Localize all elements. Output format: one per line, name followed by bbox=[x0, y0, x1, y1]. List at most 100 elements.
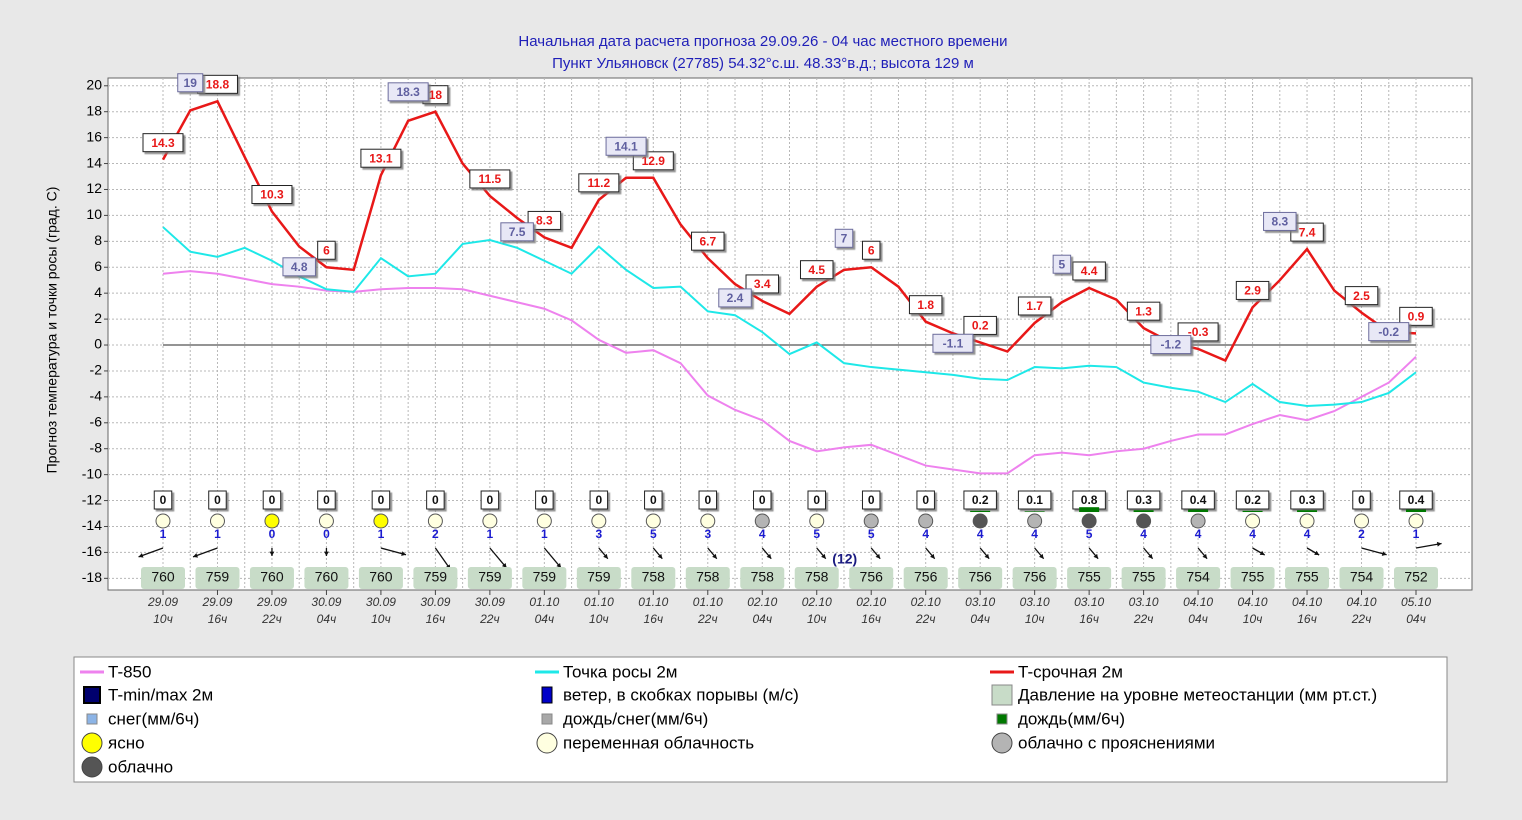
legend-label: облачно с прояснениями bbox=[1018, 733, 1215, 752]
data-label-text: 4.4 bbox=[1081, 264, 1098, 278]
legend-label: Давление на уровне метеостанции (мм рт.с… bbox=[1018, 685, 1377, 704]
data-label: 14.3 bbox=[142, 133, 184, 153]
data-label: 6.7 bbox=[691, 231, 725, 251]
wind-arrow bbox=[1143, 547, 1154, 560]
precipitation-text: 0 bbox=[1358, 493, 1365, 507]
series-line bbox=[162, 270, 1417, 475]
cloud-icon bbox=[318, 513, 334, 529]
chart-title: Начальная дата расчета прогноза 29.09.26… bbox=[518, 33, 1007, 50]
data-label-text: 0.9 bbox=[1408, 310, 1425, 324]
min-max-label-box bbox=[282, 257, 316, 277]
x-tick-hour: 22ч bbox=[1133, 612, 1154, 626]
legend-label: Точка росы 2м bbox=[563, 662, 677, 681]
min-max-label-text: 2.4 bbox=[727, 291, 744, 305]
pressure-box bbox=[304, 567, 349, 589]
precipitation-bar bbox=[1188, 509, 1209, 512]
wind-arrow bbox=[761, 547, 772, 560]
data-label-box bbox=[527, 210, 562, 230]
pressure: 758 bbox=[631, 567, 676, 589]
precipitation: 0 bbox=[262, 490, 282, 510]
precipitation-text: 0 bbox=[269, 493, 276, 507]
wind-arrow-head bbox=[1381, 551, 1387, 556]
legend-symbol bbox=[536, 732, 558, 754]
x-tick-hour: 22ч bbox=[697, 612, 718, 626]
wind-arrow-head bbox=[1436, 541, 1442, 547]
legend-symbol bbox=[86, 713, 98, 725]
x-tick-date: 04.10 bbox=[1347, 595, 1377, 609]
x-tick-hour: 16ч bbox=[426, 612, 446, 626]
wind-speed: 4 bbox=[1140, 527, 1147, 541]
data-label-box bbox=[1017, 296, 1052, 316]
y-tick-label: -18 bbox=[82, 569, 102, 585]
x-tick-date: 03.10 bbox=[1074, 595, 1104, 609]
precipitation-text: 0.4 bbox=[1408, 493, 1425, 507]
min-max-label-box bbox=[834, 228, 854, 248]
precipitation-box bbox=[535, 490, 554, 510]
data-label-text: 14.3 bbox=[151, 136, 175, 150]
precipitation-box bbox=[153, 490, 173, 510]
x-tick-date: 01.10 bbox=[693, 595, 723, 609]
precipitation-box bbox=[807, 490, 826, 510]
x-tick-date: 29.09 bbox=[147, 595, 178, 609]
legend-label: ветер, в скобках порывы (м/с) bbox=[563, 685, 799, 704]
pressure-box bbox=[685, 567, 730, 589]
precipitation: 0 bbox=[589, 490, 609, 510]
data-label-box bbox=[632, 151, 674, 171]
precipitation-box bbox=[1235, 490, 1270, 510]
pressure-box bbox=[1176, 567, 1221, 589]
data-label: 4.5 bbox=[799, 260, 834, 280]
y-tick-label: 16 bbox=[86, 128, 102, 144]
precipitation: 0.2 bbox=[963, 490, 997, 510]
min-max-label-text: -1.2 bbox=[1161, 338, 1182, 352]
x-tick-date: 01.10 bbox=[584, 595, 614, 609]
x-tick-hour: 22ч bbox=[261, 612, 282, 626]
wind-arrow-head bbox=[875, 553, 881, 559]
pressure-text: 759 bbox=[533, 569, 557, 585]
data-label-box bbox=[1126, 301, 1161, 321]
y-tick-label: -16 bbox=[82, 543, 102, 559]
wind-speed: 1 bbox=[1413, 527, 1420, 541]
precipitation: 0.3 bbox=[1126, 490, 1161, 510]
pressure: 760 bbox=[304, 567, 349, 589]
precipitation: 0.4 bbox=[1399, 490, 1433, 510]
pressure-text: 756 bbox=[914, 569, 938, 585]
pressure-box bbox=[522, 567, 567, 589]
pressure: 756 bbox=[958, 567, 1003, 589]
data-label-box bbox=[469, 169, 511, 189]
pressure-text: 755 bbox=[1132, 569, 1156, 585]
precipitation-box bbox=[1126, 490, 1161, 510]
data-label-box bbox=[1072, 261, 1106, 281]
x-tick-date: 04.10 bbox=[1183, 595, 1213, 609]
precipitation-text: 0.8 bbox=[1081, 493, 1098, 507]
x-tick-hour: 04ч bbox=[1406, 612, 1426, 626]
wind-arrow-head bbox=[603, 553, 608, 559]
pressure-box bbox=[903, 567, 948, 589]
cloud-icon bbox=[1027, 513, 1043, 529]
min-max-label-box bbox=[500, 222, 534, 242]
y-tick-label: 0 bbox=[94, 336, 102, 352]
pressure-text: 759 bbox=[424, 569, 448, 585]
legend-symbol bbox=[991, 684, 1013, 706]
x-tick-hour: 10ч bbox=[1025, 612, 1045, 626]
data-label-text: 6 bbox=[868, 243, 875, 257]
precipitation: 0 bbox=[644, 490, 663, 510]
cloud-icon bbox=[591, 513, 607, 529]
data-label: 10.3 bbox=[251, 185, 293, 205]
y-tick-label: -2 bbox=[90, 362, 103, 378]
wind-arrow bbox=[192, 547, 218, 558]
pressure-box bbox=[358, 567, 403, 589]
precipitation-box bbox=[698, 490, 718, 510]
cloud-icon bbox=[264, 513, 280, 529]
y-tick-label: 14 bbox=[86, 154, 102, 170]
data-label: 1.3 bbox=[1126, 301, 1161, 321]
precipitation: 0 bbox=[317, 490, 336, 510]
data-label-box bbox=[1399, 306, 1433, 326]
min-max-label: 8.3 bbox=[1263, 211, 1297, 231]
wind-arrow-head bbox=[1259, 550, 1265, 555]
wind-arrow-head bbox=[324, 551, 329, 556]
precipitation-text: 0 bbox=[595, 493, 602, 507]
precipitation: 0 bbox=[916, 490, 935, 510]
pressure-text: 760 bbox=[369, 569, 393, 585]
data-label: 6 bbox=[861, 240, 881, 260]
y-tick-label: -8 bbox=[90, 439, 103, 455]
